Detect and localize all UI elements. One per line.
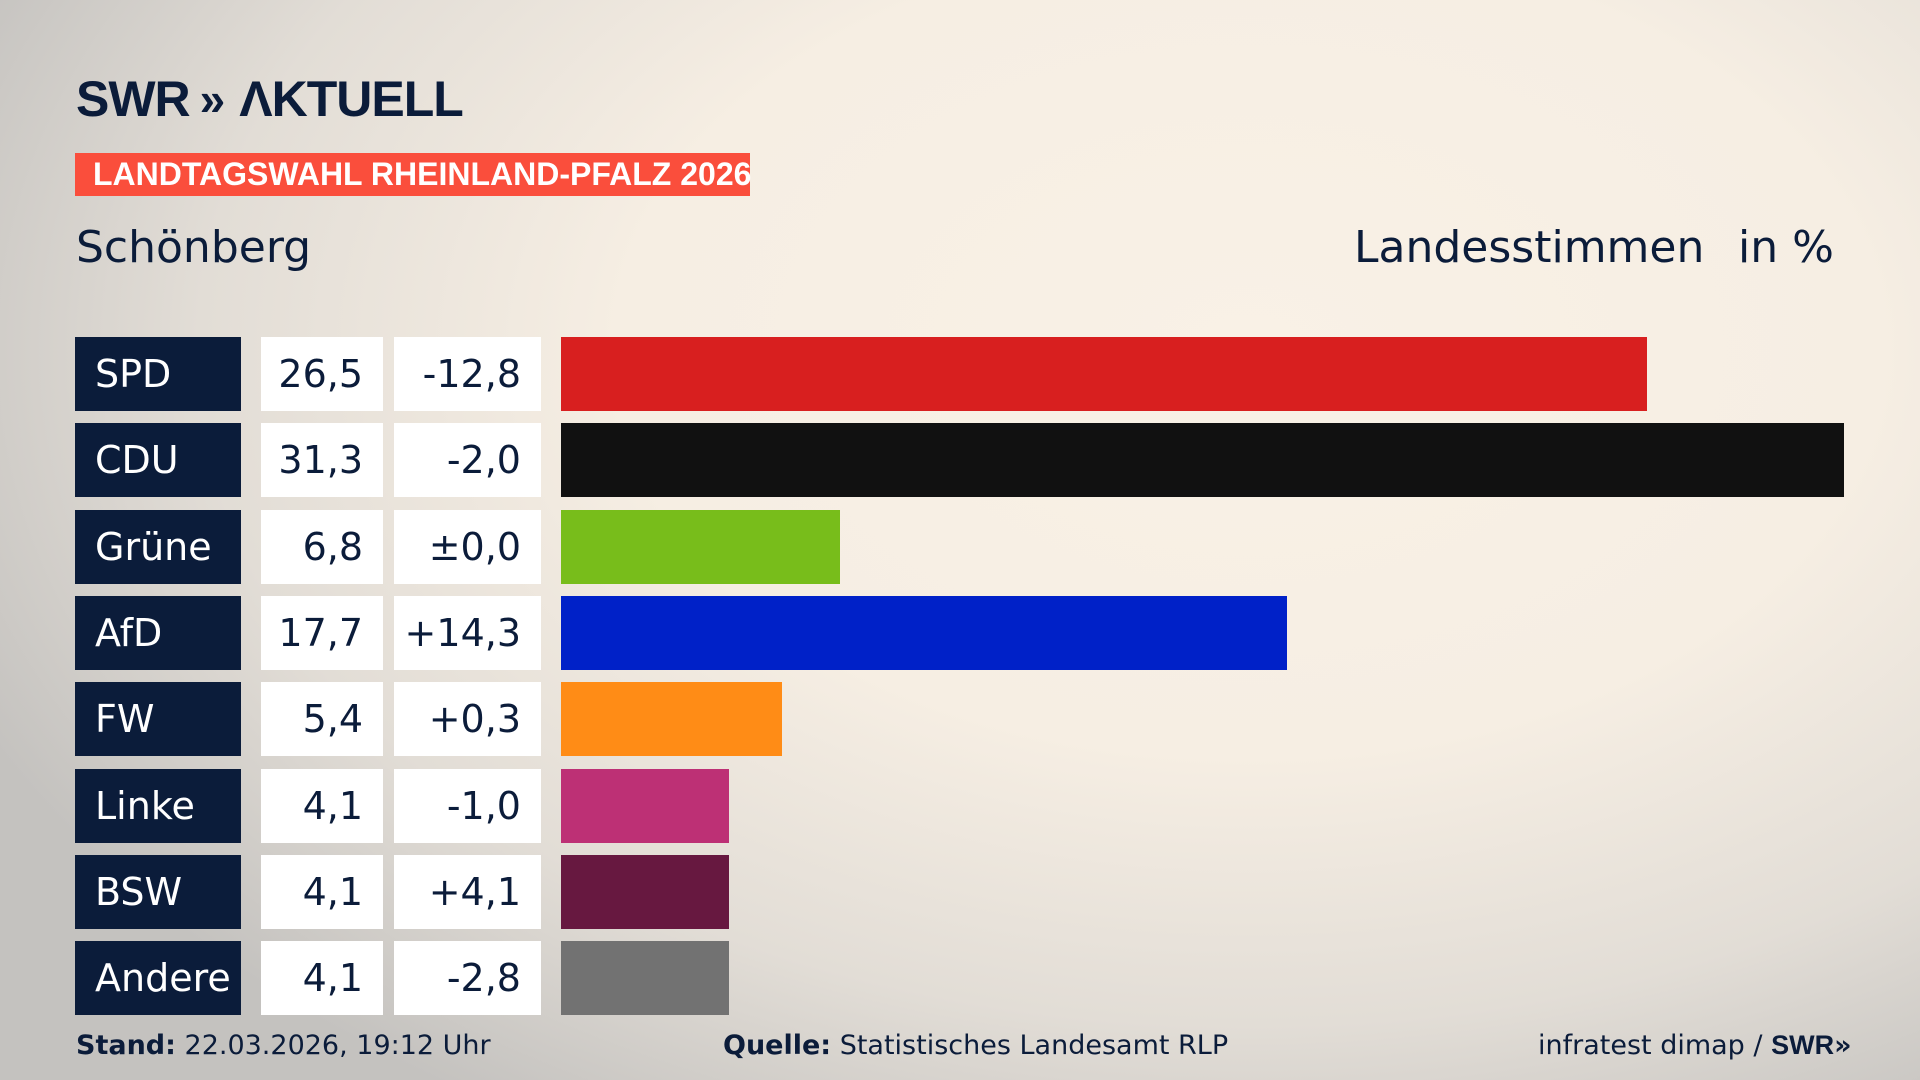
party-value: 5,4 — [261, 682, 383, 757]
party-change: -2,0 — [394, 423, 541, 498]
stand-value: 22.03.2026, 19:12 Uhr — [184, 1030, 491, 1061]
source-label: Quelle: — [723, 1030, 832, 1061]
party-name: FW — [75, 682, 241, 757]
party-row: BSW 4,1 +4,1 — [75, 854, 541, 929]
credit-text: infratest dimap / SWR» — [1538, 1030, 1852, 1061]
party-value: 4,1 — [261, 768, 383, 843]
party-row: FW 5,4 +0,3 — [75, 682, 541, 757]
stand-label: Stand: — [76, 1030, 176, 1061]
party-change: -2,8 — [394, 941, 541, 1016]
measure-label: Landesstimmen — [1354, 222, 1705, 273]
bar-grüne — [561, 509, 840, 584]
party-row: Grüne 6,8 ±0,0 — [75, 509, 541, 584]
bar-fw — [561, 682, 783, 757]
party-value: 31,3 — [261, 423, 383, 498]
double-chevron-icon: » — [1834, 1030, 1852, 1061]
bar-cdu — [561, 423, 1844, 498]
swr-aktuell-logo: SWR» ΛKTUELL — [76, 71, 464, 127]
party-change: +4,1 — [394, 854, 541, 929]
party-row: SPD 26,5 -12,8 — [75, 337, 541, 411]
election-badge: LANDTAGSWAHL RHEINLAND-PFALZ 2026 — [75, 153, 751, 196]
source-value: Statistisches Landesamt RLP — [839, 1030, 1229, 1061]
stand-text: Stand: 22.03.2026, 19:12 Uhr — [76, 1030, 491, 1061]
bar-spd — [561, 337, 1648, 411]
swr-logo-small: SWR — [1771, 1030, 1835, 1060]
party-value: 4,1 — [261, 854, 383, 929]
party-row: Linke 4,1 -1,0 — [75, 768, 541, 843]
party-change: +14,3 — [394, 595, 541, 670]
party-row: CDU 31,3 -2,0 — [75, 423, 541, 498]
party-value: 17,7 — [261, 595, 383, 670]
party-value: 4,1 — [261, 941, 383, 1016]
party-value: 6,8 — [261, 509, 383, 584]
party-change: ±0,0 — [394, 509, 541, 584]
party-value: 26,5 — [261, 337, 383, 411]
party-name: SPD — [75, 337, 241, 411]
party-change: +0,3 — [394, 682, 541, 757]
place-title: Schönberg — [76, 222, 312, 273]
party-row: Andere 4,1 -2,8 — [75, 941, 541, 1016]
party-name: BSW — [75, 854, 241, 929]
party-name: CDU — [75, 423, 241, 498]
bar-afd — [561, 595, 1287, 670]
party-name: Linke — [75, 768, 241, 843]
party-name: AfD — [75, 595, 241, 670]
unit-label: in % — [1738, 222, 1834, 273]
bar-bsw — [561, 854, 730, 929]
party-name: Grüne — [75, 509, 241, 584]
party-change: -1,0 — [394, 768, 541, 843]
bar-andere — [561, 941, 730, 1016]
party-row: AfD 17,7 +14,3 — [75, 595, 541, 670]
party-name: Andere — [75, 941, 241, 1016]
credit-value: infratest dimap / — [1538, 1030, 1763, 1061]
bar-linke — [561, 768, 730, 843]
source-text: Quelle: Statistisches Landesamt RLP — [723, 1030, 1228, 1061]
party-change: -12,8 — [394, 337, 541, 411]
double-chevron-icon: » — [199, 73, 225, 125]
